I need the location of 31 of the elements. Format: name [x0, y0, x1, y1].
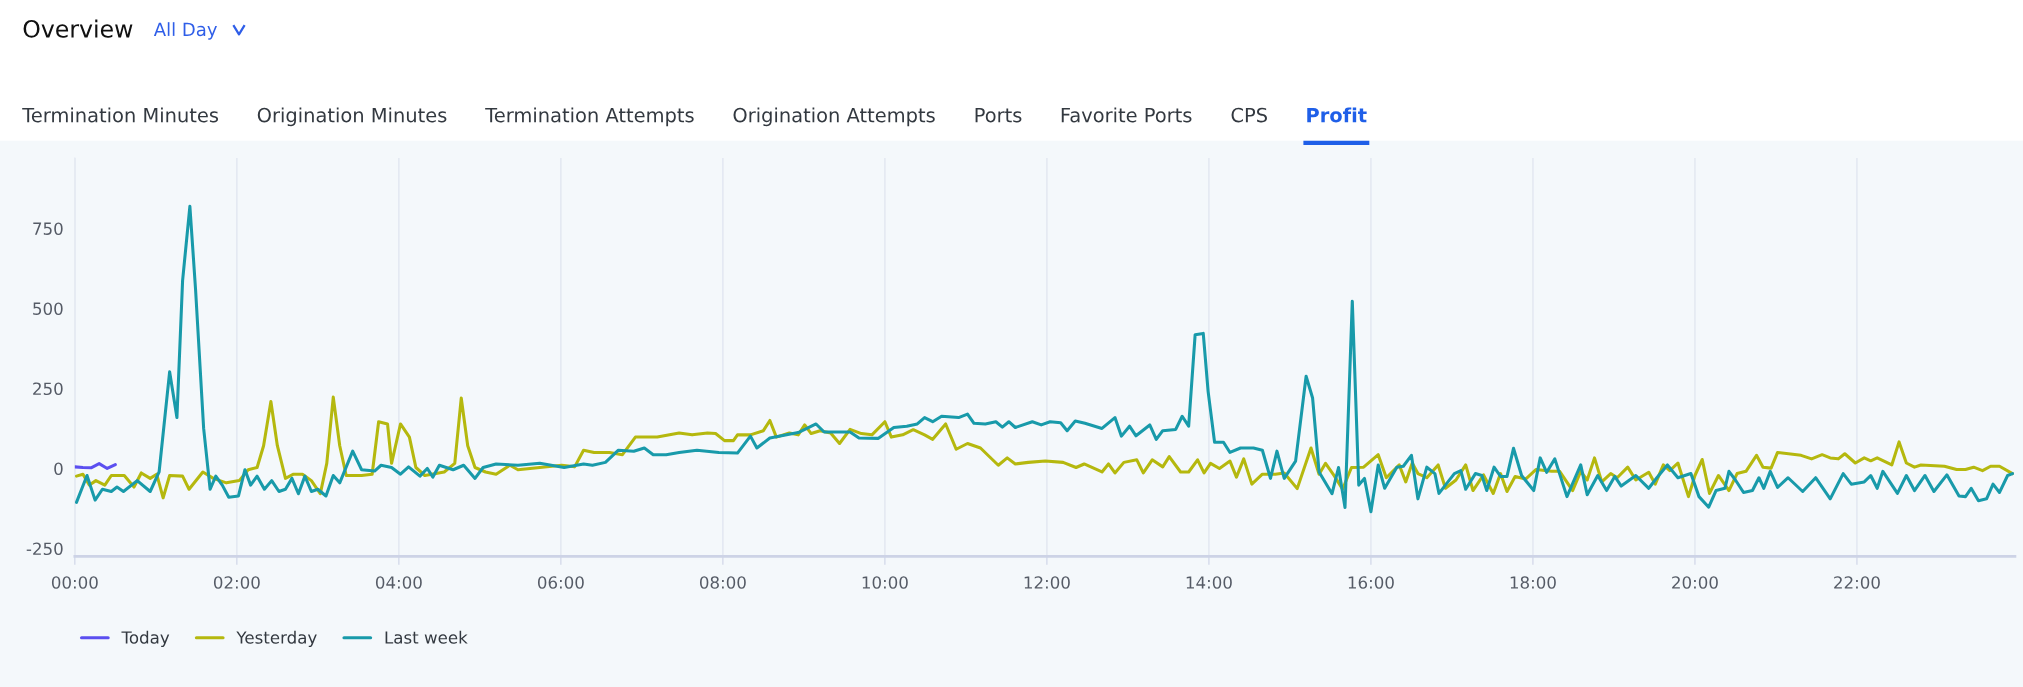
chart-title: Overview: [23, 19, 133, 38]
line-series: [74, 204, 2015, 514]
x-tick-label: 04:00: [375, 576, 422, 589]
legend-label: Today: [121, 630, 170, 648]
x-tick-label: 10:00: [862, 576, 908, 589]
x-tick-label: 18:00: [1510, 576, 1556, 589]
y-tick-label: -250: [26, 542, 63, 556]
x-tick-label: 14:00: [1186, 576, 1232, 589]
x-tick-label: 20:00: [1672, 576, 1718, 589]
x-tick-label: 00:00: [51, 576, 98, 589]
y-tick-label: 500: [33, 302, 63, 315]
y-tick-label: 0: [54, 462, 63, 476]
x-tick-label: 22:00: [1834, 576, 1880, 589]
legend-label: Last week: [385, 630, 468, 644]
text: Favorite Ports: [1061, 107, 1192, 123]
y-tick-label: 750: [33, 222, 63, 235]
text: Origination Minutes: [257, 107, 447, 127]
x-tick-label: 08:00: [699, 576, 746, 589]
x-tick-label: 16:00: [1348, 576, 1394, 589]
x-tick-label: 12:00: [1024, 576, 1070, 589]
chart-subtitle: All Day: [153, 22, 217, 40]
x-tick-label: 02:00: [213, 576, 260, 589]
text: Ports: [975, 107, 1022, 123]
text: Profit: [1307, 107, 1367, 123]
text: Termination Attempts: [485, 107, 694, 127]
x-tick-label: 06:00: [537, 576, 584, 589]
text: Origination Attempts: [733, 107, 935, 127]
y-tick-label: 250: [33, 382, 63, 396]
legend-label: Yesterday: [236, 630, 317, 648]
text: CPS: [1231, 107, 1267, 123]
text: Termination Minutes: [22, 107, 219, 123]
